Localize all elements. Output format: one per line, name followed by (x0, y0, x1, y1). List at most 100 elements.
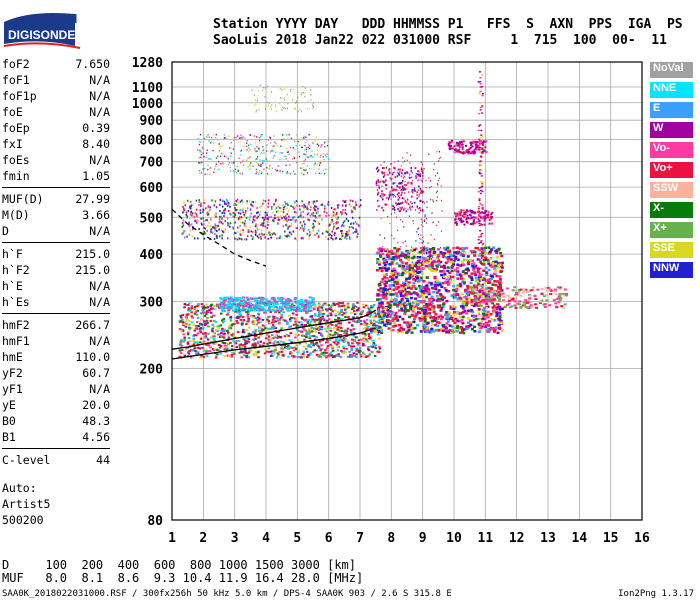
echo-point (282, 208, 285, 211)
echo-point (485, 271, 489, 274)
echo-point (285, 156, 287, 158)
echo-point (287, 203, 289, 206)
echo-point (381, 321, 385, 324)
echo-point (342, 345, 345, 348)
echo-point (480, 325, 484, 328)
echo-point (332, 356, 335, 358)
echo-point (483, 215, 486, 218)
echo-point (416, 324, 420, 327)
echo-point (390, 262, 394, 265)
echo-point (347, 316, 350, 319)
echo-point (400, 251, 404, 254)
echo-point (370, 322, 373, 325)
echo-point (303, 169, 305, 171)
echo-point (401, 185, 404, 188)
echo-point (242, 337, 246, 340)
echo-point (394, 167, 396, 170)
echo-point (212, 325, 216, 328)
echo-point (413, 305, 417, 309)
echo-point (383, 194, 385, 197)
echo-point (186, 235, 188, 238)
echo-point (193, 334, 196, 336)
echo-point (275, 303, 279, 305)
echo-point (558, 286, 562, 289)
echo-point (277, 165, 279, 167)
echo-point (452, 263, 455, 266)
echo-point (280, 210, 282, 213)
echo-point (358, 347, 362, 350)
echo-point (287, 344, 290, 347)
echo-point (262, 220, 265, 223)
echo-point (317, 321, 320, 324)
echo-point (267, 309, 271, 312)
echo-point (309, 328, 312, 331)
echo-point (436, 248, 440, 251)
echo-point (320, 172, 322, 175)
echo-point (264, 236, 266, 239)
echo-point (261, 308, 265, 311)
echo-point (273, 220, 275, 223)
echo-point (382, 175, 385, 178)
echo-point (346, 237, 348, 240)
echo-point (306, 156, 308, 158)
echo-point (439, 314, 443, 317)
echo-point (203, 226, 205, 229)
echo-point (247, 351, 251, 354)
echo-point (194, 311, 198, 314)
echo-point (288, 299, 292, 302)
echo-point (202, 355, 206, 358)
echo-point (401, 328, 405, 331)
echo-point (387, 327, 391, 330)
echo-point (234, 305, 238, 308)
echo-point (362, 342, 365, 345)
echo-point (458, 141, 461, 144)
echo-point (484, 246, 487, 250)
echo-point (460, 260, 464, 263)
echo-point (467, 293, 471, 297)
echo-point (393, 182, 395, 184)
echo-point (386, 305, 390, 308)
echo-point (248, 144, 250, 147)
echo-point (322, 302, 326, 305)
echo-point (299, 144, 301, 147)
echo-point (479, 192, 482, 195)
echo-point (277, 216, 279, 219)
echo-point (411, 310, 415, 313)
echo-point (465, 246, 469, 250)
echo-point (401, 267, 405, 270)
echo-point (240, 149, 242, 152)
echo-point (210, 228, 213, 231)
echo-point (365, 324, 368, 327)
echo-point (471, 141, 474, 144)
echo-point (398, 182, 400, 185)
echo-point (195, 213, 198, 216)
echo-point (248, 157, 250, 159)
echo-point (254, 329, 258, 332)
echo-point (333, 342, 337, 345)
echo-point (326, 212, 328, 215)
echo-point (238, 315, 242, 318)
echo-point (388, 174, 390, 176)
echo-point (313, 168, 315, 171)
echo-point (396, 193, 399, 196)
echo-point (243, 345, 247, 348)
echo-point (193, 305, 197, 308)
echo-point (422, 200, 424, 203)
echo-point (216, 330, 219, 333)
echo-point (418, 289, 422, 292)
echo-point (336, 227, 338, 230)
echo-point (250, 203, 252, 206)
echo-point (261, 324, 265, 327)
echo-point (239, 314, 243, 317)
echo-point (317, 306, 321, 309)
echo-point (233, 233, 235, 236)
echo-point (321, 203, 324, 206)
echo-point (378, 184, 380, 187)
echo-point (258, 169, 260, 172)
echo-point (283, 234, 286, 237)
echo-point (473, 212, 476, 215)
echo-point (274, 214, 276, 217)
echo-point (474, 291, 478, 295)
echo-point (357, 224, 360, 227)
echo-point (481, 277, 483, 280)
